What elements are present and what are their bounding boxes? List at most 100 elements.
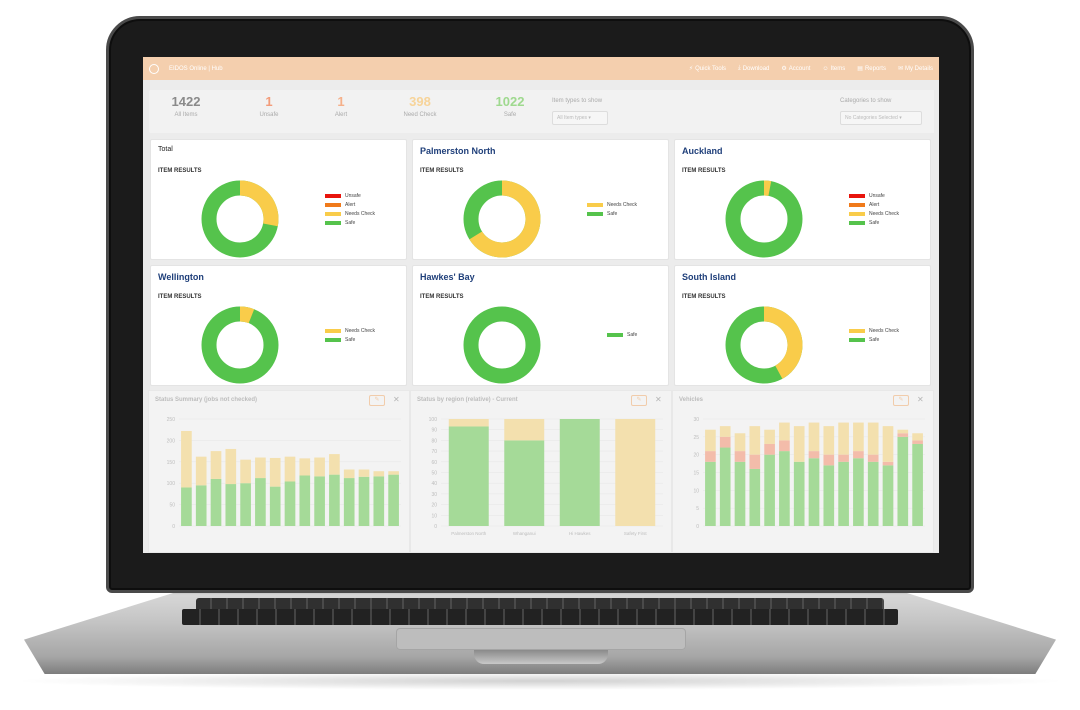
stat-value: 1422	[171, 94, 201, 109]
nav-item-4[interactable]: ▤ Reports	[857, 65, 886, 73]
donut-slice-needs-check	[463, 180, 541, 258]
card-subtitle: ITEM RESULTS	[158, 294, 202, 300]
chart-panel: Status Summary (jobs not checked) ✎ ✕ 0 50 10…	[148, 390, 410, 553]
bar-segment-alert	[749, 454, 761, 469]
legend-item[interactable]: Safe	[587, 209, 637, 218]
donut-chart[interactable]	[200, 305, 280, 385]
card-title: Total	[158, 146, 173, 153]
logo-icon[interactable]	[149, 63, 159, 74]
legend-swatch	[849, 202, 865, 207]
stacked-bar-chart[interactable]: 0 5 10 15 20 25 30	[673, 391, 935, 553]
nav-label: My Details	[904, 65, 933, 72]
bar-segment-needs-check	[269, 457, 281, 487]
nav-item-0[interactable]: ⚡ Quick Tools	[689, 65, 726, 73]
legend-item[interactable]: Safe	[325, 335, 375, 344]
legend-item[interactable]: Safe	[849, 218, 899, 227]
card-title: Wellington	[158, 272, 204, 282]
legend-label: Needs Check	[345, 327, 376, 334]
edit-icon[interactable]: ✎	[631, 395, 647, 406]
region-card: Palmerston North ITEM RESULTS Needs Check S…	[412, 139, 669, 260]
bar-segment-safe	[719, 447, 731, 526]
bar-segment-safe	[559, 419, 600, 526]
y-tick-label: 0	[434, 524, 437, 530]
legend-swatch	[325, 337, 341, 342]
stat-label: Safe	[503, 112, 517, 118]
bar-segment-needs-check	[329, 454, 340, 475]
legend-item[interactable]: Safe	[849, 335, 899, 344]
legend-label: Alert	[869, 201, 880, 208]
legend-item[interactable]: Unsafe	[849, 191, 899, 200]
categories-select[interactable]: No Categories Selected ▾	[840, 111, 922, 125]
legend-item[interactable]: Alert	[849, 200, 899, 209]
summary-stat-unsafe[interactable]: 1 Unsafe	[229, 94, 309, 118]
x-tick-label: Palmerston North	[451, 531, 487, 536]
legend-item[interactable]: Needs Check	[325, 326, 375, 335]
summary-stat-need-check[interactable]: 398 Need Check	[380, 94, 460, 118]
legend-label: Safe	[345, 219, 356, 226]
stat-label: Alert	[334, 112, 348, 118]
chart-legend: Needs Check Safe	[587, 200, 637, 218]
donut-chart[interactable]	[724, 305, 804, 385]
edit-icon[interactable]: ✎	[369, 395, 385, 406]
legend-item[interactable]: Alert	[325, 200, 375, 209]
bar-segment-needs-check	[299, 458, 311, 476]
donut-slice-safe	[201, 306, 279, 384]
summary-stat-safe[interactable]: 1022 Safe	[470, 94, 550, 118]
bar-segment-safe	[504, 440, 545, 526]
card-subtitle: ITEM RESULTS	[682, 294, 726, 300]
legend-label: Needs Check	[869, 327, 900, 334]
nav-item-3[interactable]: ☺ Items	[822, 65, 845, 72]
stat-value: 398	[409, 94, 431, 109]
summary-stat-alert[interactable]: 1 Alert	[301, 94, 381, 118]
close-icon[interactable]: ✕	[393, 395, 400, 404]
legend-item[interactable]: Unsafe	[325, 191, 375, 200]
donut-chart[interactable]	[462, 305, 542, 385]
legend-item[interactable]: Safe	[607, 330, 637, 339]
bar-segment-safe	[779, 451, 790, 526]
bar-segment-needs-check	[195, 456, 207, 486]
legend-label: Safe	[607, 210, 618, 217]
trackpad	[396, 628, 686, 650]
summary-stat-all-items[interactable]: 1422 All Items	[146, 94, 226, 118]
item-types-select[interactable]: All Item types ▾	[552, 111, 608, 125]
donut-chart[interactable]	[200, 179, 280, 259]
bar-segment-needs-check	[808, 422, 820, 452]
legend-item[interactable]: Needs Check	[325, 209, 375, 218]
donut-slice-needs-check	[725, 306, 803, 384]
edit-icon[interactable]: ✎	[893, 395, 909, 406]
card-title: Hawkes' Bay	[420, 272, 475, 282]
stat-value: 1022	[495, 94, 525, 109]
close-icon[interactable]: ✕	[655, 395, 662, 404]
bar-segment-needs-check	[749, 426, 761, 455]
chart-title: Vehicles	[679, 397, 704, 403]
stacked-bar-chart[interactable]: 0 50 100 150 200 250	[149, 391, 411, 553]
donut-chart[interactable]	[724, 179, 804, 259]
legend-swatch	[587, 202, 603, 207]
nav-item-1[interactable]: ⤓ Download	[738, 65, 769, 72]
close-icon[interactable]: ✕	[917, 395, 924, 404]
y-tick-label: 60	[431, 460, 437, 466]
bar-segment-safe	[867, 461, 879, 526]
stacked-bar-chart[interactable]: 0 10 20 30 40 50 60 70 80 90 100 Palmerston North Wh…	[411, 391, 673, 553]
stat-value: 1	[265, 94, 273, 109]
donut-chart[interactable]	[462, 179, 542, 259]
bar-segment-safe	[299, 475, 311, 526]
region-card: Total ITEM RESULTS Unsafe Alert Needs Check S…	[150, 139, 407, 260]
y-tick-label: 150	[167, 460, 176, 466]
legend-swatch	[325, 202, 341, 207]
legend-swatch	[587, 211, 603, 216]
bar-segment-safe	[764, 454, 775, 526]
bar-segment-needs-check	[504, 419, 545, 441]
top-navbar: EIDOS Online | Hub ⚡ Quick Tools ⤓ Download…	[143, 57, 939, 80]
legend-item[interactable]: Needs Check	[587, 200, 637, 209]
card-title: Auckland	[682, 146, 723, 156]
legend-item[interactable]: Needs Check	[849, 326, 899, 335]
nav-item-2[interactable]: ⚙ Account	[781, 65, 810, 73]
y-tick-label: 40	[431, 481, 437, 487]
y-tick-label: 20	[431, 503, 437, 509]
nav-item-5[interactable]: ✉ My Details	[898, 65, 933, 73]
legend-item[interactable]: Needs Check	[849, 209, 899, 218]
card-subtitle: ITEM RESULTS	[158, 168, 202, 174]
bar-segment-needs-check	[853, 422, 864, 452]
legend-item[interactable]: Safe	[325, 218, 375, 227]
